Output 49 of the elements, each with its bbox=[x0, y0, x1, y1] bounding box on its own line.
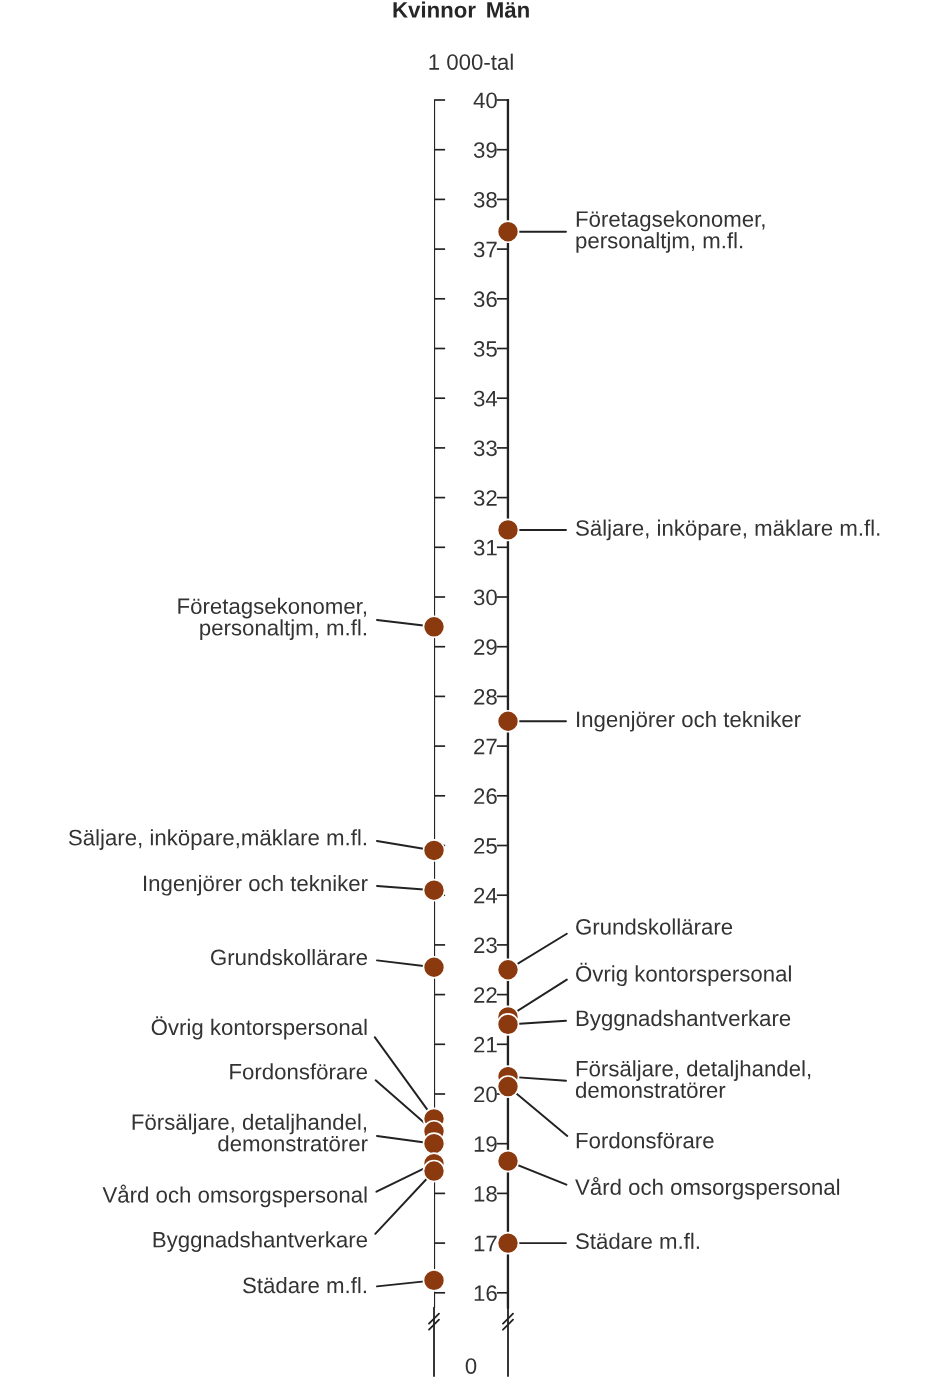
annotation: Försäljare, detaljhandel, demonstratörer bbox=[575, 1060, 811, 1099]
y-tick-label: 19 bbox=[474, 1136, 497, 1152]
y-tick-label: 35 bbox=[473, 341, 497, 357]
annotation: Övrig kontorspersonal bbox=[151, 1016, 367, 1040]
annotation: Fordonsförare bbox=[576, 1132, 714, 1149]
annotation: Säljare, inköpare, mäklare m.fl. bbox=[576, 519, 880, 541]
y-tick-label: 37 bbox=[473, 241, 497, 258]
y-tick-label: 17 bbox=[474, 1235, 497, 1252]
annotation: Säljare, inköpare,mäklare m.fl. bbox=[68, 829, 366, 850]
annotation: Övrig kontorspersonal bbox=[576, 962, 791, 987]
y-tick-label: 21 bbox=[474, 1036, 497, 1053]
y-tick-label: 38 bbox=[473, 191, 497, 208]
y-tick-label: 23 bbox=[474, 937, 497, 954]
annotation: Grundskollärare bbox=[576, 918, 733, 935]
y-tick-label: 18 bbox=[474, 1185, 497, 1202]
y-tick-label: 36 bbox=[473, 291, 497, 308]
y-tick-label: 28 bbox=[474, 688, 497, 705]
y-tick-label: 22 bbox=[474, 987, 497, 1003]
annotation: Vård och omsorgspersonal bbox=[575, 1176, 840, 1200]
annotation: Fordonsförare bbox=[230, 1063, 368, 1080]
y-tick-label: 31 bbox=[473, 539, 497, 556]
annotation: Företagsekonomer, personaltjm, m.fl. bbox=[178, 597, 367, 640]
annotation: Ingenjörer och tekniker bbox=[577, 710, 801, 732]
y-tick-label: 26 bbox=[474, 788, 497, 805]
y-tick-label: 16 bbox=[474, 1285, 497, 1302]
y-tick-label: 27 bbox=[474, 738, 497, 755]
annotation: Byggnadshantverkare bbox=[153, 1231, 368, 1252]
annotation: Grundskollärare bbox=[211, 948, 368, 966]
y-tick-label: 33 bbox=[473, 440, 497, 457]
annotation: Försäljare, detaljhandel, demonstratörer bbox=[132, 1113, 368, 1152]
x-tick-label: Män bbox=[487, 2, 529, 18]
annotation: Vård och omsorgspersonal bbox=[102, 1184, 367, 1208]
y-axis-title: 1 000-tal bbox=[429, 53, 513, 70]
y-tick-label: 40 bbox=[473, 92, 497, 109]
annotation: Städare m.fl. bbox=[576, 1232, 699, 1250]
annotation: Städare m.fl. bbox=[243, 1276, 366, 1294]
annotation: Företagsekonomer, personaltjm, m.fl. bbox=[576, 210, 765, 253]
annotation: Ingenjörer och tekniker bbox=[144, 874, 368, 896]
annotation: Byggnadshantverkare bbox=[576, 1009, 791, 1031]
y-tick-label: 30 bbox=[473, 589, 497, 606]
y-tick-label: 32 bbox=[473, 490, 497, 506]
y-tick-label: 29 bbox=[474, 639, 497, 655]
text: 0 bbox=[465, 1358, 477, 1374]
y-tick-label: 34 bbox=[473, 390, 498, 407]
y-tick-label: 39 bbox=[473, 142, 497, 158]
y-tick-label: 24 bbox=[474, 887, 498, 904]
y-tick-label: 25 bbox=[474, 838, 497, 854]
x-tick-label: Kvinnor bbox=[393, 1, 476, 18]
y-tick-label: 20 bbox=[474, 1086, 497, 1103]
